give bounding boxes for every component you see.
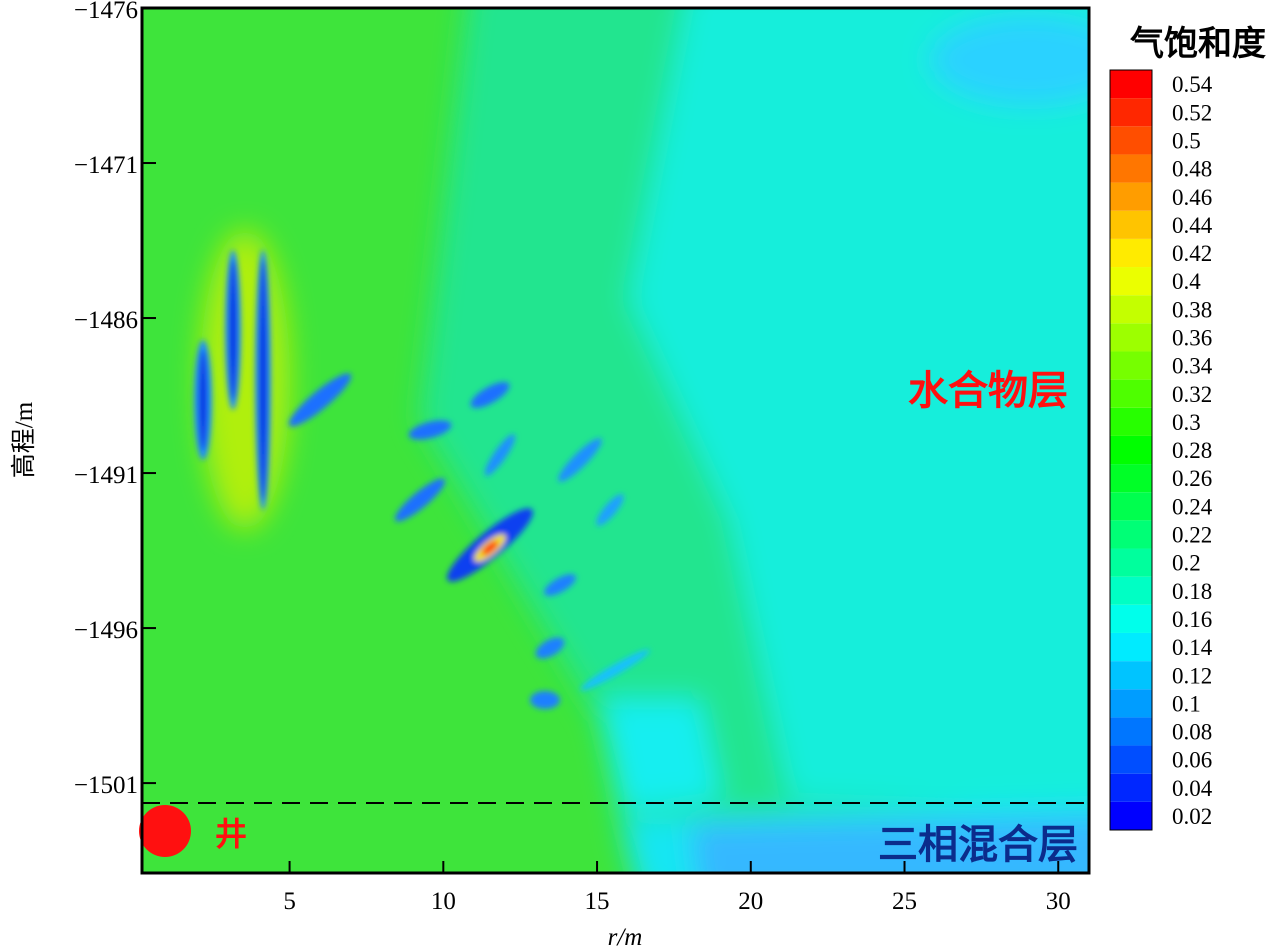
colorbar-swatch bbox=[1110, 604, 1152, 633]
colorbar-label: 0.22 bbox=[1172, 523, 1212, 548]
plot-frame bbox=[140, 6, 1091, 875]
colorbar-swatch bbox=[1110, 576, 1152, 605]
well-marker bbox=[139, 805, 191, 857]
colorbar-swatch bbox=[1110, 632, 1152, 662]
y-tick-label: −1471 bbox=[74, 152, 138, 179]
colorbar-swatch bbox=[1110, 492, 1152, 521]
colorbar-swatch bbox=[1110, 407, 1152, 436]
colorbar-label: 0.08 bbox=[1172, 720, 1212, 745]
colorbar-label: 0.16 bbox=[1172, 607, 1212, 632]
colorbar-swatch bbox=[1110, 323, 1152, 352]
colorbar-swatch bbox=[1110, 661, 1152, 690]
x-tick-label: 15 bbox=[585, 888, 610, 915]
y-tick-label: −1501 bbox=[74, 772, 138, 799]
y-tick-label: −1491 bbox=[74, 462, 138, 489]
colorbar-swatch bbox=[1110, 435, 1152, 465]
colorbar-label: 0.34 bbox=[1172, 354, 1213, 379]
colorbar-swatch bbox=[1110, 717, 1152, 746]
x-tick-label: 5 bbox=[283, 888, 296, 915]
hydrate-layer-label: 水合物层 bbox=[908, 368, 1068, 414]
contour-field bbox=[142, 8, 1089, 873]
colorbar-swatch bbox=[1110, 98, 1152, 127]
colorbar-label: 0.46 bbox=[1172, 185, 1212, 210]
colorbar-label: 0.12 bbox=[1172, 663, 1212, 688]
colorbar-label: 0.1 bbox=[1172, 691, 1201, 716]
colorbar-label: 0.06 bbox=[1172, 748, 1212, 773]
colorbar-swatch bbox=[1110, 520, 1152, 549]
colorbar-swatch bbox=[1110, 351, 1152, 380]
mixed-layer-label: 三相混合层 bbox=[878, 822, 1078, 868]
colorbar-label: 0.5 bbox=[1172, 128, 1201, 153]
colorbar-swatch bbox=[1110, 801, 1152, 830]
colorbar-label: 0.3 bbox=[1172, 410, 1201, 435]
colorbar-swatch bbox=[1110, 70, 1152, 99]
colorbar-label: 0.18 bbox=[1172, 579, 1212, 604]
colorbar-label: 0.28 bbox=[1172, 438, 1212, 463]
colorbar-swatch bbox=[1110, 154, 1152, 183]
y-tick-label: −1486 bbox=[74, 307, 138, 334]
x-tick-label: 30 bbox=[1046, 888, 1071, 915]
colorbar-swatch bbox=[1110, 126, 1152, 155]
colorbar-swatch bbox=[1110, 295, 1152, 324]
colorbar-title: 气饱和度 bbox=[1129, 24, 1266, 64]
colorbar-swatch bbox=[1110, 267, 1152, 296]
colorbar-swatch bbox=[1110, 548, 1152, 577]
colorbar-label: 0.38 bbox=[1172, 297, 1212, 322]
well-label: 井 bbox=[215, 815, 247, 853]
y-axis-label: 高程/m bbox=[10, 401, 38, 478]
y-tick-label: −1496 bbox=[74, 617, 138, 644]
colorbar-label: 0.4 bbox=[1172, 269, 1201, 294]
colorbar-label: 0.42 bbox=[1172, 241, 1212, 266]
colorbar-swatch bbox=[1110, 238, 1152, 268]
colorbar-frame bbox=[1109, 69, 1153, 831]
colorbar-swatch bbox=[1110, 464, 1152, 493]
colorbar-swatch bbox=[1110, 689, 1152, 718]
colorbar-label: 0.54 bbox=[1172, 72, 1213, 97]
colorbar-label: 0.48 bbox=[1172, 157, 1212, 182]
colorbar-label: 0.32 bbox=[1172, 382, 1212, 407]
x-axis-label: r/m bbox=[608, 924, 643, 950]
colorbar-label: 0.26 bbox=[1172, 466, 1212, 491]
colorbar-swatch bbox=[1110, 379, 1152, 408]
colorbar-label: 0.44 bbox=[1172, 213, 1213, 238]
colorbar-label: 0.36 bbox=[1172, 326, 1212, 351]
colorbar-swatch bbox=[1110, 182, 1152, 211]
x-tick-label: 20 bbox=[738, 888, 763, 915]
colorbar-label: 0.2 bbox=[1172, 551, 1201, 576]
x-tick-label: 25 bbox=[892, 888, 917, 915]
colorbar-label: 0.14 bbox=[1172, 635, 1213, 660]
x-tick-label: 10 bbox=[431, 888, 456, 915]
y-tick-label: −1476 bbox=[74, 0, 138, 24]
colorbar-label: 0.04 bbox=[1172, 776, 1213, 801]
colorbar-swatch bbox=[1110, 210, 1152, 239]
colorbar-swatch bbox=[1110, 745, 1152, 774]
colorbar-label: 0.24 bbox=[1172, 494, 1213, 519]
colorbar-swatch bbox=[1110, 773, 1152, 802]
colorbar-label: 0.52 bbox=[1172, 100, 1212, 125]
colorbar-label: 0.02 bbox=[1172, 804, 1212, 829]
